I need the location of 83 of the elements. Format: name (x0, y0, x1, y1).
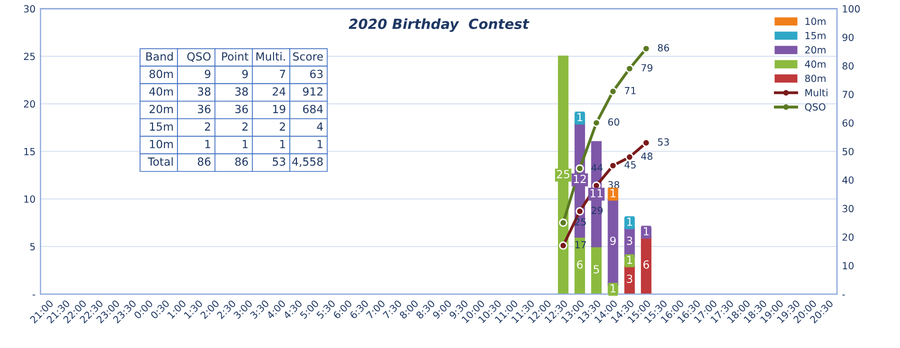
annotation: 7 (280, 70, 286, 78)
annotation: 10m (150, 140, 173, 148)
data-label: 1 (644, 227, 649, 236)
y2-tick-label: 10 (842, 262, 854, 270)
y2-tick-label: 30 (842, 204, 854, 212)
annotation: QSO (187, 52, 211, 62)
y2-tick-label: 60 (842, 119, 854, 127)
data-label: 3 (626, 236, 632, 245)
y-tick-label: - (32, 294, 36, 296)
y-tick-label: 15 (24, 148, 35, 156)
annotation: 9 (242, 70, 248, 78)
data-label: 1 (610, 284, 616, 292)
annotation: 1 (280, 140, 286, 148)
data-label: 86 (658, 44, 670, 52)
y2-tick-label: 70 (842, 90, 854, 98)
data-label: 1 (610, 189, 616, 198)
data-label: 6 (577, 260, 583, 269)
annotation: 40m (149, 87, 173, 96)
y2-tick-label: 50 (842, 148, 854, 156)
data-label: 25 (556, 170, 570, 178)
data-label: 5 (594, 265, 599, 274)
y2-tick-label: 40 (842, 176, 854, 184)
annotation: Score (293, 52, 323, 61)
y2-tick-label: 100 (842, 5, 860, 13)
y-tick-label: 25 (24, 52, 35, 60)
legend-label: QSO (805, 103, 826, 112)
data-label: 1 (627, 218, 632, 226)
annotation: 2 (280, 122, 285, 131)
data-label: 6 (643, 260, 650, 269)
data-label: 1 (627, 256, 632, 264)
annotation: 684 (303, 104, 323, 114)
annotation: 4 (316, 122, 323, 131)
annotation: 80m (150, 70, 173, 78)
annotation: 1 (205, 140, 210, 148)
data-label: 48 (641, 152, 652, 160)
annotation: 2 (204, 122, 210, 131)
data-label: 11 (590, 189, 602, 198)
annotation: Multi. (256, 52, 285, 61)
data-label: 60 (608, 118, 620, 126)
annotation: Band (146, 52, 173, 61)
legend-label: 10m (806, 18, 826, 25)
annotation: 53 (272, 157, 286, 166)
legend-label: 15m (806, 32, 826, 40)
legend-label: 80m (805, 74, 826, 82)
data-label: 71 (624, 87, 636, 94)
annotation: 9 (204, 70, 210, 78)
annotation: Point (222, 52, 248, 61)
y2-tick-label: 20 (842, 233, 854, 241)
annotation: 38 (235, 87, 248, 96)
annotation: 36 (235, 104, 248, 114)
data-label: 53 (658, 138, 669, 146)
legend-label: 20m (805, 46, 826, 54)
y2-tick-label: 90 (842, 34, 854, 42)
annotation: 38 (198, 87, 210, 96)
data-label: 3 (626, 274, 632, 284)
data-label: 79 (641, 64, 652, 72)
text: 2020 Birthday Contest (348, 18, 530, 32)
annotation: 20m (150, 104, 173, 114)
annotation: 912 (302, 87, 322, 96)
annotation: 19 (273, 104, 286, 114)
annotation: 15m (150, 122, 173, 131)
annotation: 1 (318, 140, 322, 148)
annotation: 2 (242, 122, 248, 131)
annotation: 4,558 (292, 157, 323, 167)
legend-label: Multi (805, 88, 828, 96)
data-label: 9 (610, 236, 616, 245)
annotation: 36 (198, 104, 210, 114)
annotation: 86 (235, 157, 248, 166)
y-tick-label: 5 (30, 243, 35, 250)
annotation: 24 (272, 87, 286, 96)
annotation: 63 (310, 70, 323, 78)
legend-label: 40m (804, 60, 826, 68)
annotation: 86 (198, 157, 210, 166)
y-tick-label: 10 (24, 195, 35, 203)
y2-tick-label: - (842, 294, 845, 296)
y-tick-label: 20 (24, 100, 35, 108)
y2-tick-label: 80 (842, 62, 854, 70)
annotation: 1 (242, 140, 248, 148)
data-label: 1 (577, 113, 582, 122)
data-label: 45 (624, 161, 636, 168)
annotation: Total (148, 157, 173, 166)
data-label: 12 (574, 174, 586, 183)
y-tick-label: 30 (24, 5, 35, 13)
